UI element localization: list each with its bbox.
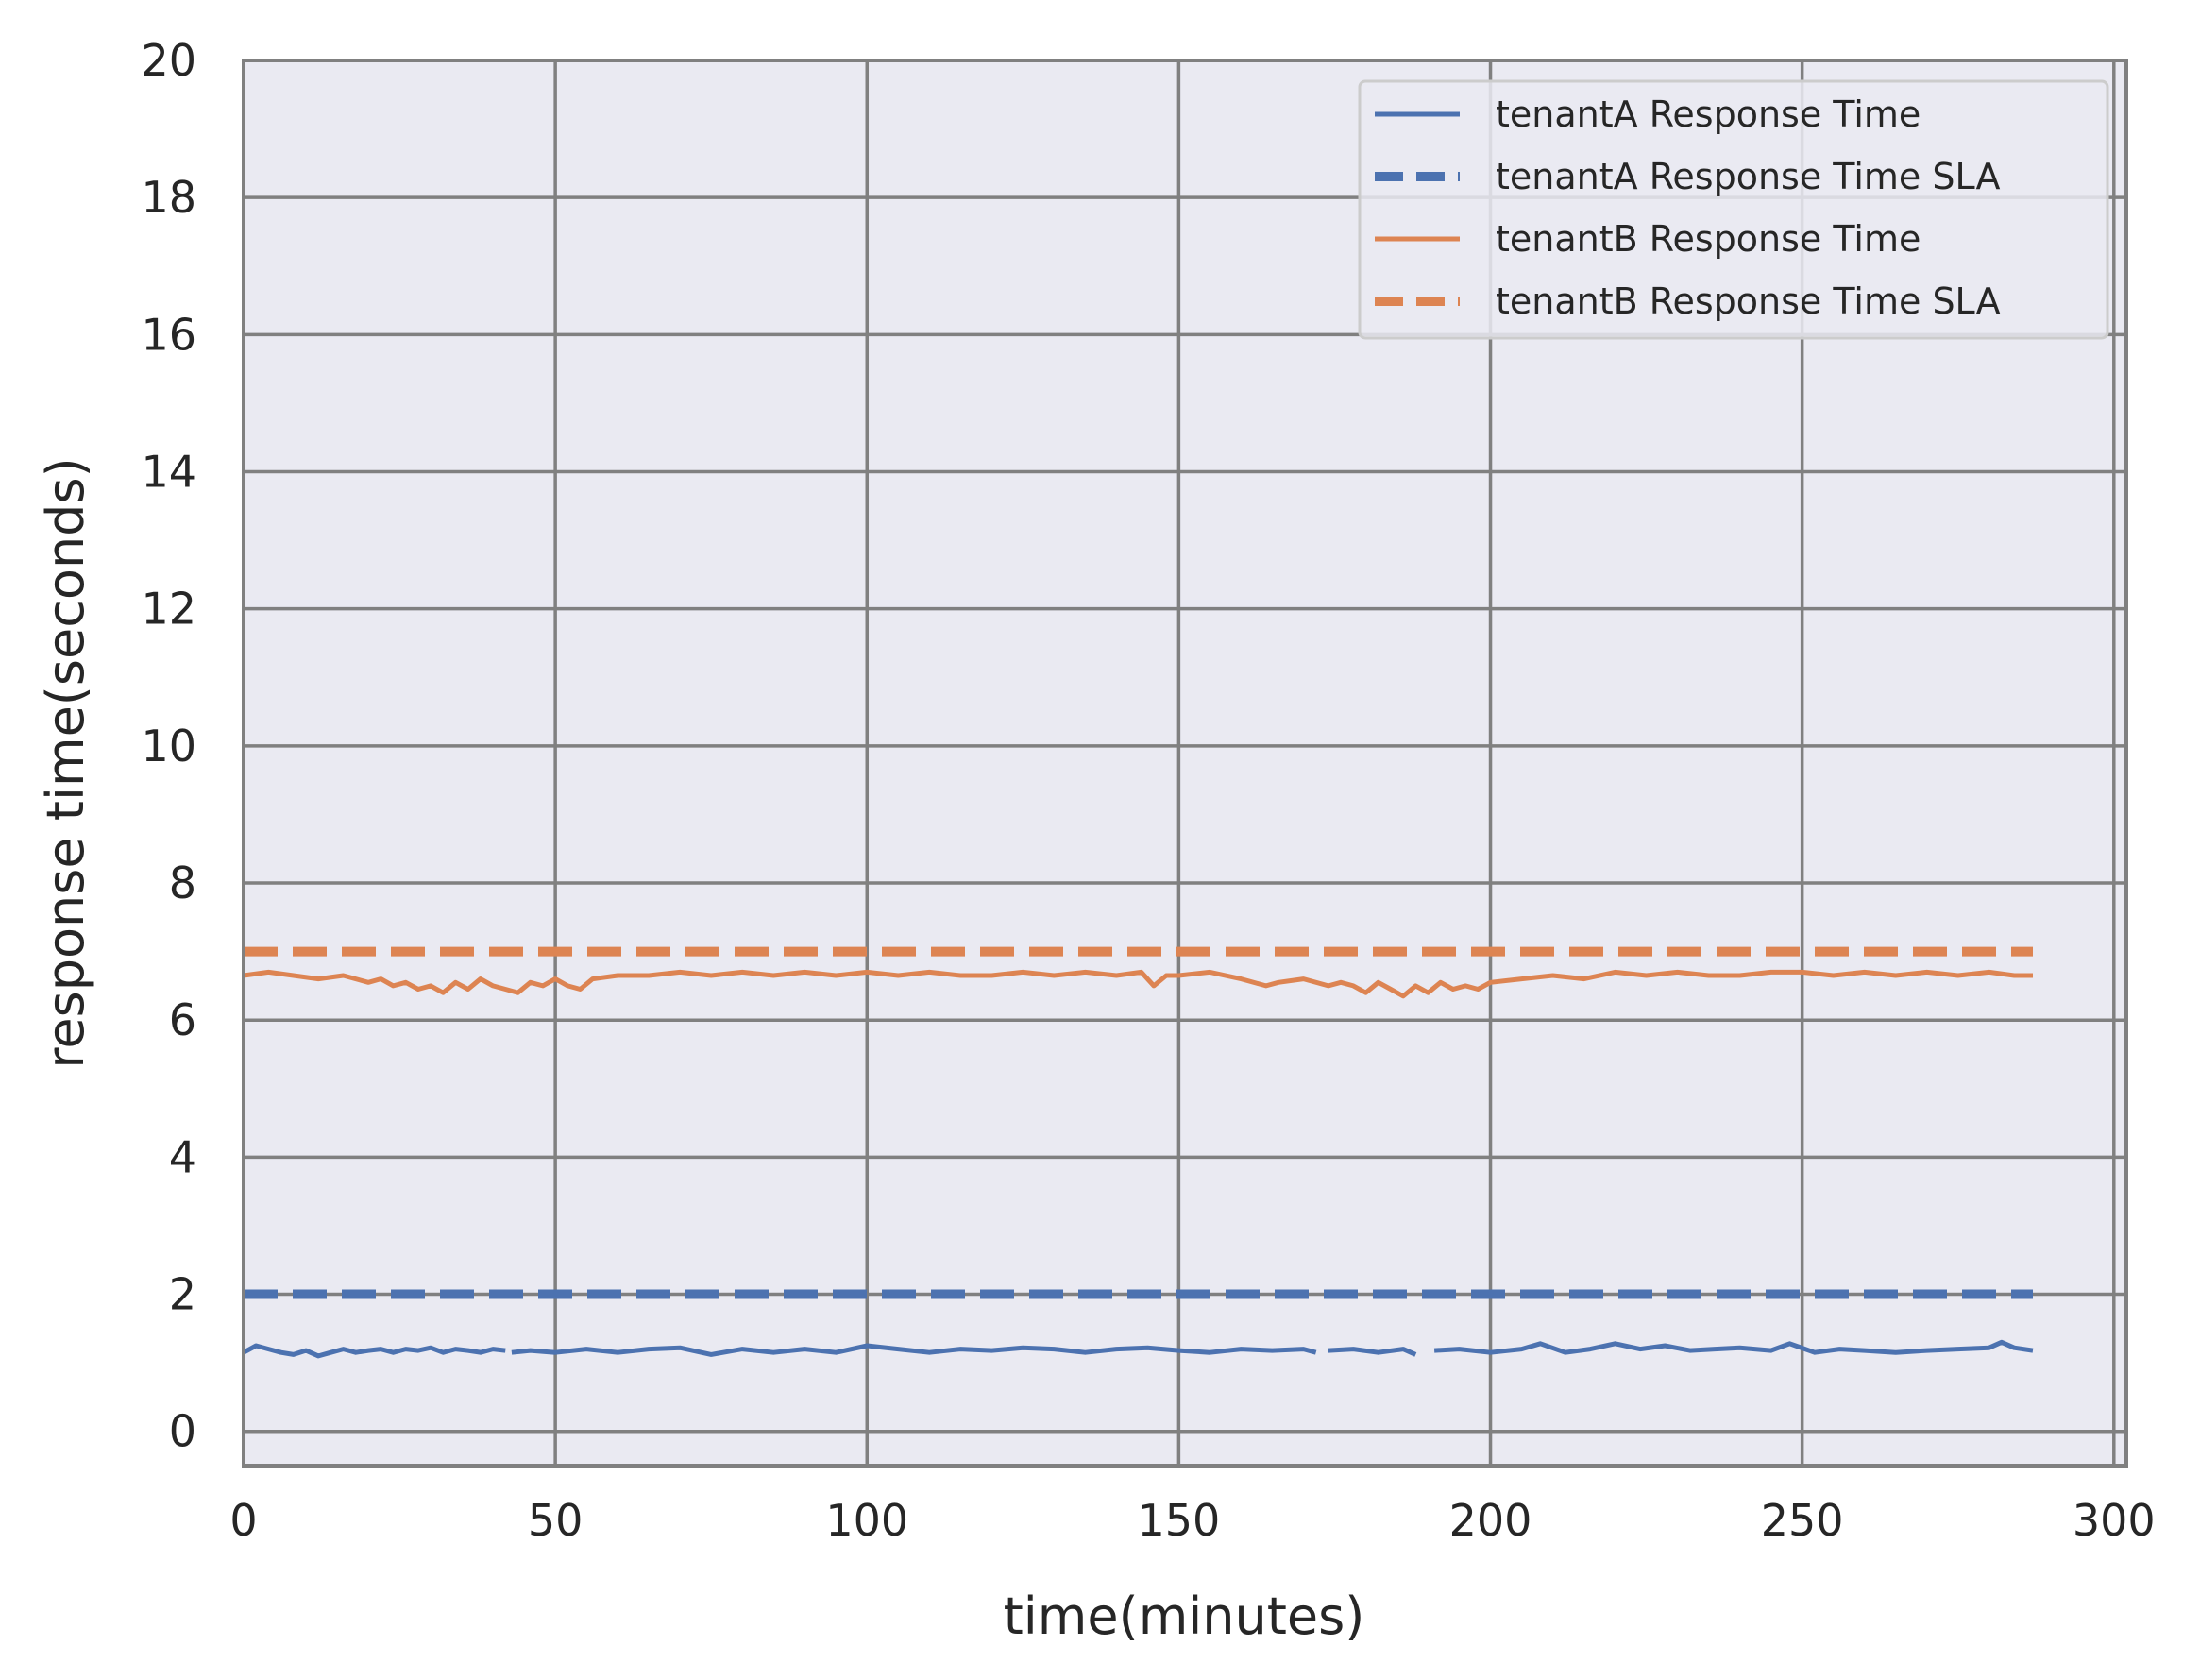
x-tick-label: 50 <box>528 1495 584 1546</box>
y-tick-label: 10 <box>141 721 196 772</box>
tick-labels: 0 50 100 150 200 250 300 0 2 4 6 8 10 12 14 16 18 20 <box>141 35 2155 1546</box>
x-tick-label: 0 <box>229 1495 257 1546</box>
series-lines <box>242 946 2034 1359</box>
legend-frame <box>1358 79 2109 340</box>
y-tick-label: 6 <box>169 994 196 1045</box>
x-tick-label: 200 <box>1449 1495 1532 1546</box>
x-tick-label: 100 <box>825 1495 908 1546</box>
series-line-1 <box>242 1339 2034 1359</box>
y-tick-label: 8 <box>169 857 196 908</box>
y-tick-label: 12 <box>141 584 196 635</box>
legend-label: tenantB Response Time SLA <box>1496 280 2001 322</box>
x-tick-label: 250 <box>1761 1495 1844 1546</box>
y-tick-label: 4 <box>169 1131 196 1182</box>
y-tick-label: 16 <box>141 309 196 360</box>
x-tick-label: 300 <box>2073 1495 2156 1546</box>
y-tick-label: 14 <box>141 447 196 498</box>
legend-label: tenantB Response Time <box>1496 218 1921 260</box>
legend: tenantA Response Time tenantA Response Ti… <box>1358 79 2109 340</box>
x-axis-label: time(minutes) <box>1004 1587 1365 1646</box>
legend-label: tenantA Response Time SLA <box>1496 156 2001 197</box>
legend-label: tenantA Response Time <box>1496 93 1921 135</box>
y-tick-label: 18 <box>141 172 196 223</box>
y-tick-label: 20 <box>141 35 196 86</box>
y-tick-label: 2 <box>169 1269 196 1320</box>
x-tick-label: 150 <box>1137 1495 1220 1546</box>
plot-frame <box>242 59 2128 1468</box>
series-line-3 <box>243 969 2033 999</box>
y-axis-label: response time(seconds) <box>36 457 95 1068</box>
y-tick-label: 0 <box>169 1406 196 1457</box>
